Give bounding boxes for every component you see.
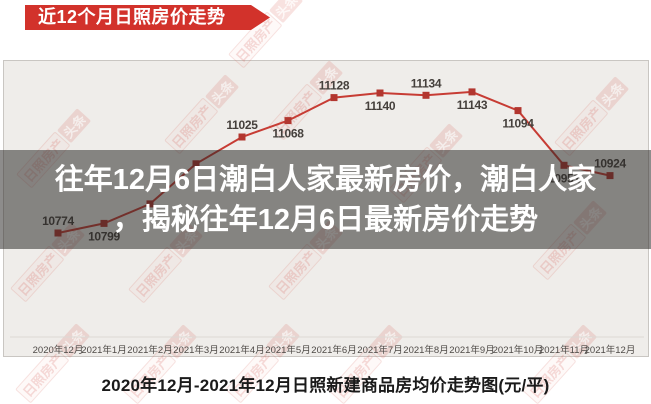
x-axis-tick-label: 2021年10月	[493, 344, 544, 356]
headline-line1: 往年12月6日潮白人家最新房价，潮白人家	[54, 164, 597, 196]
data-point-label: 11143	[457, 98, 488, 112]
data-point-marker	[468, 88, 476, 96]
header-banner-label: 近12个月日照房价走势	[38, 7, 226, 27]
headline-line2: ，揭秘往年12月6日最新房价走势	[112, 204, 539, 236]
x-axis-tick-label: 2021年3月	[173, 344, 218, 356]
data-point-marker	[376, 89, 384, 97]
chart-caption: 2020年12月-2021年12月日照新建商品房均价走势图(元/平)	[101, 376, 550, 395]
x-axis-tick-label: 2021年8月	[403, 344, 448, 356]
x-axis-tick-label: 2020年12月	[33, 344, 84, 356]
data-point-label: 11068	[272, 127, 304, 141]
header-banner: 近12个月日照房价走势	[25, 5, 270, 30]
data-point-label: 11025	[226, 118, 258, 132]
headline-overlay: 往年12月6日潮白人家最新房价，潮白人家 ，揭秘往年12月6日最新房价走势	[0, 150, 651, 249]
data-point-marker	[422, 91, 430, 99]
data-point-marker	[284, 117, 292, 125]
x-axis-tick-label: 2021年9月	[449, 344, 494, 356]
x-axis-tick-label: 2021年7月	[357, 344, 402, 356]
data-point-label: 11128	[319, 79, 350, 93]
x-axis-tick-label: 2021年6月	[311, 344, 356, 356]
x-axis-tick-label: 2021年5月	[265, 344, 310, 356]
data-point-marker	[330, 94, 338, 102]
data-point-label: 11134	[411, 76, 442, 90]
data-point-marker	[238, 133, 246, 141]
data-point-label: 11140	[365, 99, 396, 113]
x-axis-tick-label: 2021年11月	[539, 344, 589, 356]
x-axis-tick-label: 2021年1月	[81, 344, 126, 356]
data-point-label: 11094	[502, 117, 534, 131]
data-point-marker	[514, 107, 522, 115]
x-axis-tick-label: 2021年2月	[127, 344, 172, 356]
x-axis-tick-label: 2021年4月	[219, 344, 264, 356]
x-axis-tick-label: 2021年12月	[585, 344, 636, 356]
